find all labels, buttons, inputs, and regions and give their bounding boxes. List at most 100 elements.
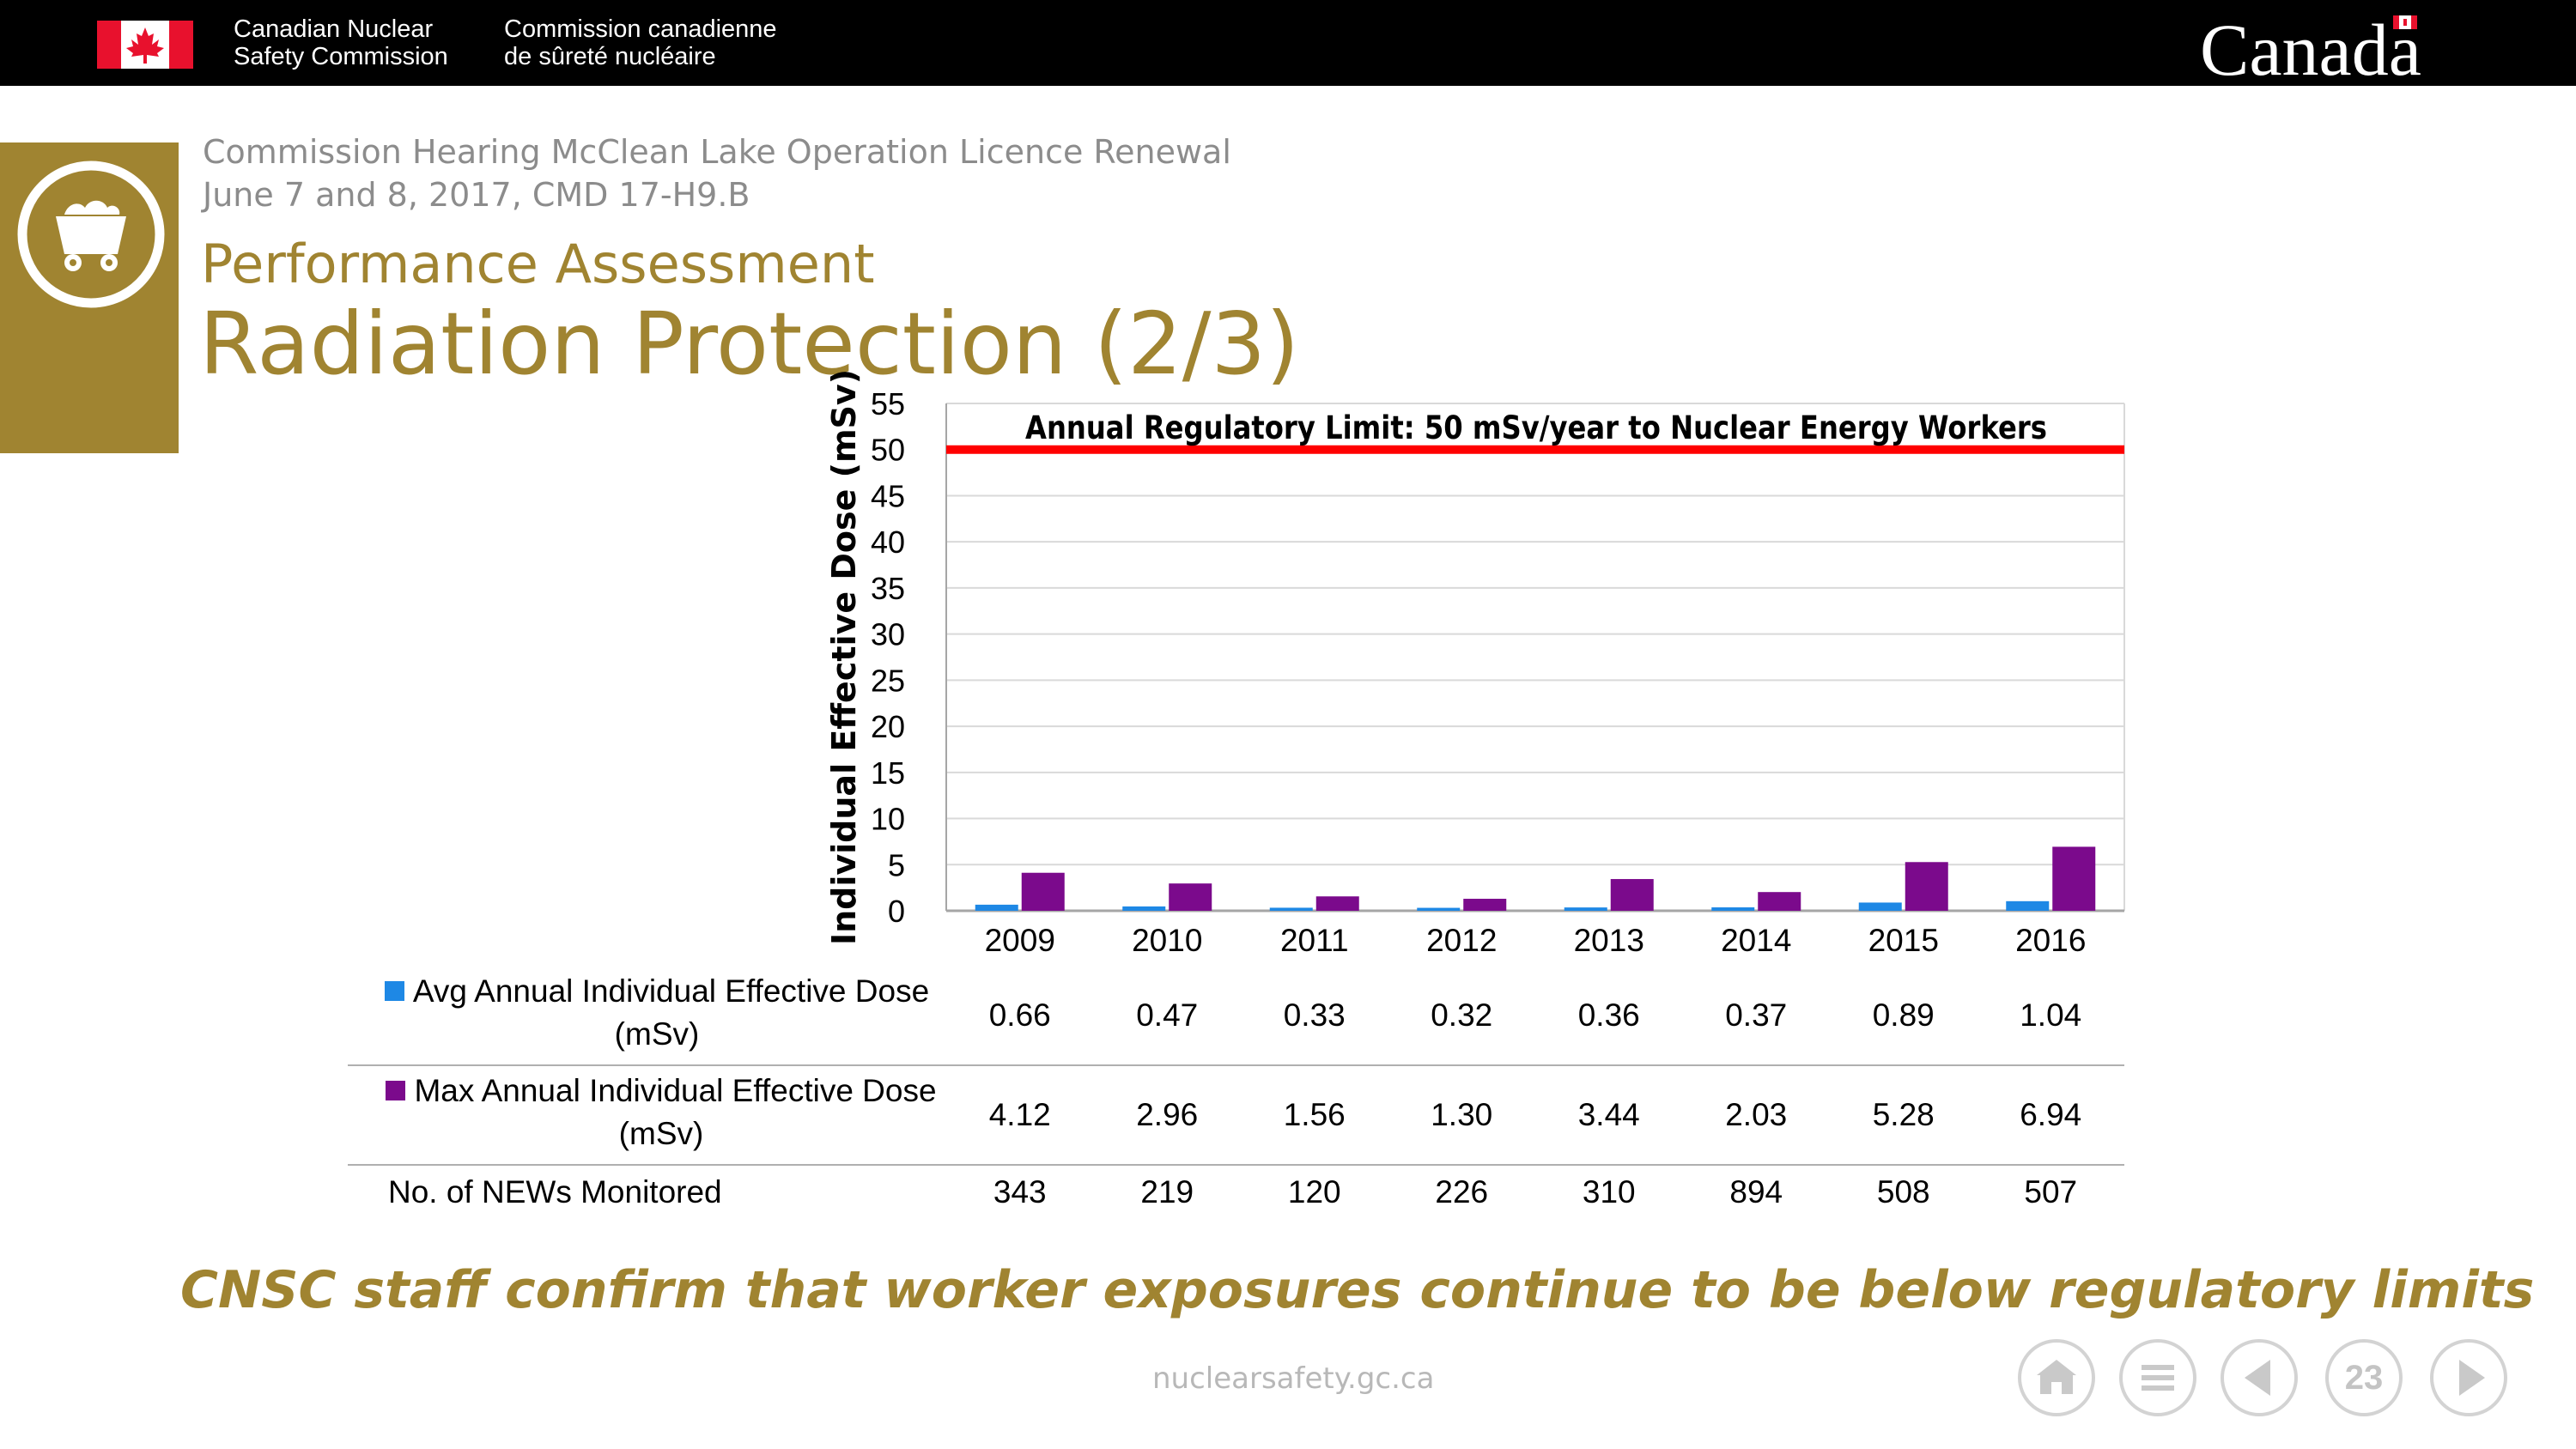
y-axis-label: Individual Effective Dose (mSv) [825, 369, 863, 945]
y-tick-label: 0 [888, 894, 905, 929]
y-tick-label: 40 [871, 524, 905, 560]
avg-dose-bar [1564, 907, 1607, 911]
avg-dose-cell: 0.32 [1431, 997, 1493, 1033]
y-tick-label: 5 [888, 847, 905, 882]
max-dose-bar [2052, 846, 2096, 911]
avg-dose-cell: 0.89 [1872, 997, 1935, 1033]
legend-avg-line2: (mSv) [614, 1016, 700, 1052]
legend-max-line1: Max Annual Individual Effective Dose [361, 1070, 962, 1113]
news-monitored-cell: 310 [1582, 1174, 1636, 1210]
hearing-line-1: Commission Hearing McClean Lake Operatio… [203, 133, 1231, 171]
regulatory-limit-label: Annual Regulatory Limit: 50 mSv/year to … [1025, 409, 2047, 446]
y-tick-label: 20 [871, 709, 905, 744]
avg-dose-cell: 0.66 [988, 997, 1051, 1033]
agency-fr-line1: Commission canadienne [504, 15, 777, 43]
table-divider [348, 1164, 2124, 1166]
x-tick-label: 2012 [1426, 923, 1497, 958]
max-dose-bar [1610, 879, 1654, 911]
avg-dose-legend-swatch [384, 981, 404, 1001]
y-tick-label: 25 [871, 663, 905, 698]
news-monitored-cell: 226 [1435, 1174, 1489, 1210]
y-tick-label: 15 [871, 755, 905, 791]
y-tick-label: 45 [871, 478, 905, 513]
y-tick-label: 35 [871, 571, 905, 606]
avg-dose-bar [1269, 907, 1313, 911]
legend-max-line2: (mSv) [618, 1116, 704, 1151]
news-monitored-label: No. of NEWs Monitored [388, 1174, 722, 1210]
avg-dose-bar [2006, 900, 2050, 911]
avg-dose-bar [1417, 907, 1461, 911]
max-dose-bar [1315, 896, 1359, 911]
x-tick-label: 2015 [1868, 923, 1939, 958]
table-divider [348, 1064, 2124, 1066]
footer-url[interactable]: nuclearsafety.gc.ca [1152, 1361, 1435, 1396]
avg-dose-bar [1858, 902, 1902, 911]
news-monitored-cell: 507 [2024, 1174, 2078, 1210]
avg-dose-bar [1711, 907, 1755, 911]
agency-en-line2: Safety Commission [234, 43, 448, 70]
legend-max-dose: Max Annual Individual Effective Dose (mS… [361, 1070, 962, 1155]
max-dose-bar [1463, 899, 1507, 911]
government-header-bar: Canadian Nuclear Safety Commission Commi… [0, 0, 2576, 91]
max-dose-bar [1758, 892, 1801, 911]
max-dose-cell: 1.30 [1431, 1097, 1493, 1132]
y-tick-label: 55 [871, 386, 905, 421]
avg-dose-cell: 0.36 [1577, 997, 1640, 1033]
canada-wordmark: Canada [2200, 9, 2421, 91]
max-dose-cell: 3.44 [1577, 1097, 1640, 1132]
y-tick-label: 10 [871, 802, 905, 837]
x-tick-label: 2016 [2015, 923, 2086, 958]
previous-button[interactable] [2221, 1339, 2298, 1416]
max-dose-cell: 2.96 [1136, 1097, 1199, 1132]
max-dose-legend-swatch [386, 1081, 406, 1100]
max-dose-bar [1905, 862, 1948, 911]
x-tick-label: 2014 [1721, 923, 1791, 958]
y-tick-label: 50 [871, 433, 905, 468]
avg-dose-cell: 1.04 [2020, 997, 2082, 1033]
max-dose-cell: 1.56 [1283, 1097, 1346, 1132]
next-button[interactable] [2430, 1339, 2507, 1416]
next-icon [2459, 1360, 2485, 1396]
previous-icon [2245, 1360, 2270, 1396]
page-number-indicator: 23 [2325, 1339, 2403, 1416]
news-monitored-cell: 120 [1287, 1174, 1341, 1210]
x-tick-label: 2013 [1574, 923, 1644, 958]
news-monitored-cell: 508 [1876, 1174, 1930, 1210]
legend-avg-line1: Avg Annual Individual Effective Dose [361, 970, 953, 1013]
page-number: 23 [2344, 1359, 2384, 1397]
news-monitored-cell: 894 [1729, 1174, 1783, 1210]
max-dose-cell: 4.12 [988, 1097, 1051, 1132]
x-tick-label: 2010 [1132, 923, 1202, 958]
max-dose-bar [1021, 872, 1065, 911]
legend-avg-line1-text: Avg Annual Individual Effective Dose [412, 973, 930, 1009]
legend-avg-dose: Avg Annual Individual Effective Dose (mS… [361, 970, 953, 1056]
agency-name-english: Canadian Nuclear Safety Commission [234, 15, 448, 70]
avg-dose-bar [975, 904, 1018, 911]
max-dose-cell: 5.28 [1872, 1097, 1935, 1132]
mine-cart-icon [17, 161, 165, 308]
x-tick-label: 2011 [1280, 923, 1349, 958]
home-button[interactable] [2018, 1339, 2095, 1416]
slide-subtitle: Performance Assessment [201, 233, 875, 295]
avg-dose-cell: 0.33 [1283, 997, 1346, 1033]
agency-fr-line2: de sûreté nucléaire [504, 43, 716, 70]
hearing-line-2: June 7 and 8, 2017, CMD 17-H9.B [203, 176, 750, 214]
news-monitored-cell: 343 [993, 1174, 1047, 1210]
slide-title: Radiation Protection (2/3) [199, 294, 1300, 394]
conclusion-statement: CNSC staff confirm that worker exposures… [180, 1260, 2535, 1320]
menu-button[interactable] [2119, 1339, 2196, 1416]
x-tick-label: 2009 [985, 923, 1055, 958]
max-dose-cell: 6.94 [2020, 1097, 2082, 1132]
avg-dose-cell: 0.47 [1136, 997, 1199, 1033]
y-tick-label: 30 [871, 617, 905, 652]
canada-flag-icon [97, 21, 193, 69]
avg-dose-cell: 0.37 [1725, 997, 1788, 1033]
legend-max-line1-text: Max Annual Individual Effective Dose [414, 1073, 937, 1108]
news-monitored-cell: 219 [1140, 1174, 1194, 1210]
home-icon [2037, 1360, 2076, 1394]
max-dose-cell: 2.03 [1725, 1097, 1788, 1132]
wordmark-flag-icon [2393, 15, 2417, 29]
avg-dose-bar [1122, 906, 1166, 911]
agency-en-line1: Canadian Nuclear [234, 15, 434, 43]
